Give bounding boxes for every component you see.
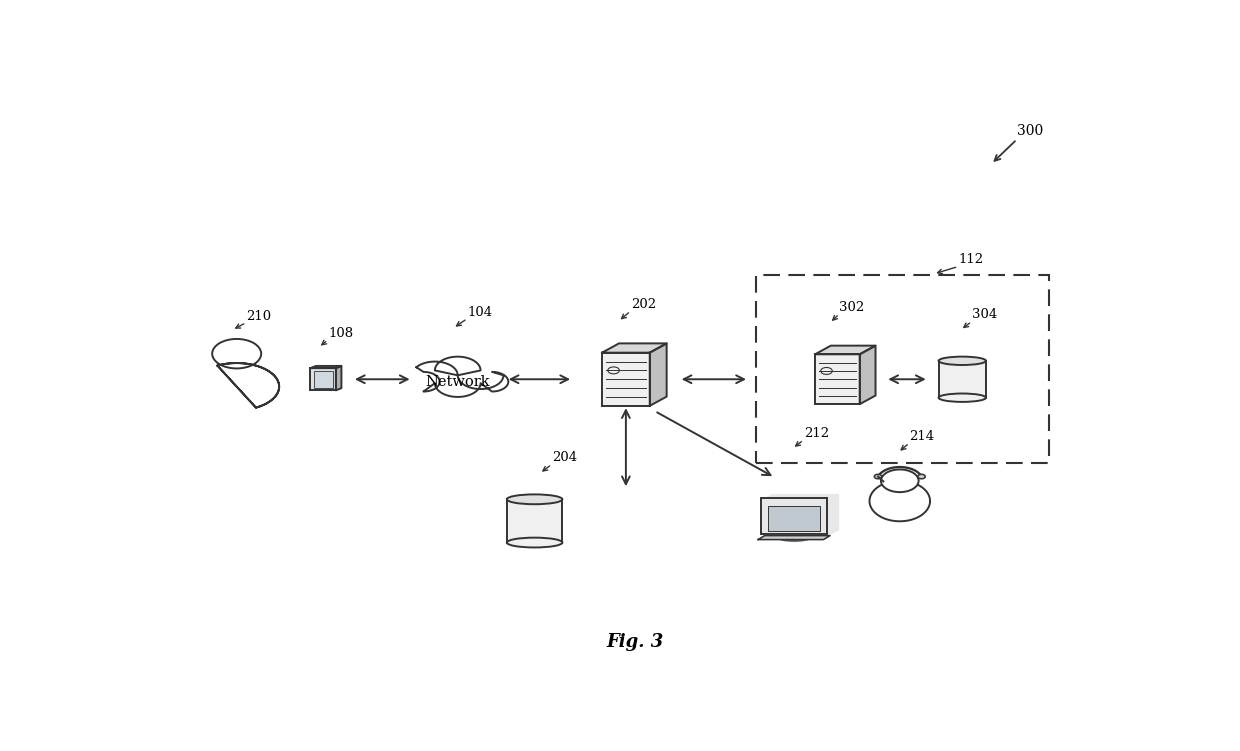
Circle shape: [874, 475, 882, 479]
Ellipse shape: [939, 357, 986, 365]
Bar: [314, 370, 332, 388]
Bar: [768, 505, 820, 531]
Polygon shape: [603, 343, 667, 353]
Polygon shape: [758, 535, 830, 539]
Polygon shape: [417, 357, 508, 397]
Circle shape: [435, 369, 481, 397]
Bar: [815, 354, 859, 404]
Polygon shape: [859, 345, 875, 404]
Text: 104: 104: [467, 306, 492, 318]
Polygon shape: [815, 345, 875, 354]
Circle shape: [407, 372, 440, 391]
Text: 304: 304: [972, 309, 997, 321]
Circle shape: [880, 469, 919, 492]
Bar: [761, 498, 827, 534]
Polygon shape: [217, 363, 279, 408]
Circle shape: [918, 475, 925, 479]
Polygon shape: [336, 366, 341, 391]
Bar: [507, 499, 563, 542]
Text: 214: 214: [909, 430, 935, 443]
Text: 202: 202: [631, 298, 656, 311]
Polygon shape: [650, 343, 667, 406]
Text: 210: 210: [247, 309, 272, 323]
Text: 204: 204: [552, 451, 577, 464]
Circle shape: [476, 372, 508, 391]
Text: Network: Network: [425, 376, 490, 389]
Ellipse shape: [780, 536, 808, 541]
Text: Fig. 3: Fig. 3: [606, 633, 665, 651]
Bar: [603, 353, 650, 406]
Text: 108: 108: [327, 327, 353, 340]
Circle shape: [412, 361, 458, 389]
Circle shape: [435, 357, 481, 385]
Polygon shape: [761, 495, 838, 535]
Polygon shape: [869, 481, 930, 521]
Ellipse shape: [939, 394, 986, 402]
Polygon shape: [310, 366, 341, 368]
Text: 112: 112: [959, 254, 983, 267]
Bar: [755, 275, 1049, 463]
Circle shape: [458, 361, 503, 389]
Text: 302: 302: [839, 301, 864, 314]
Text: 300: 300: [1017, 123, 1043, 137]
Ellipse shape: [507, 538, 563, 547]
Text: 212: 212: [804, 427, 828, 440]
Ellipse shape: [507, 494, 563, 504]
Bar: [310, 368, 336, 391]
Bar: [939, 360, 986, 398]
